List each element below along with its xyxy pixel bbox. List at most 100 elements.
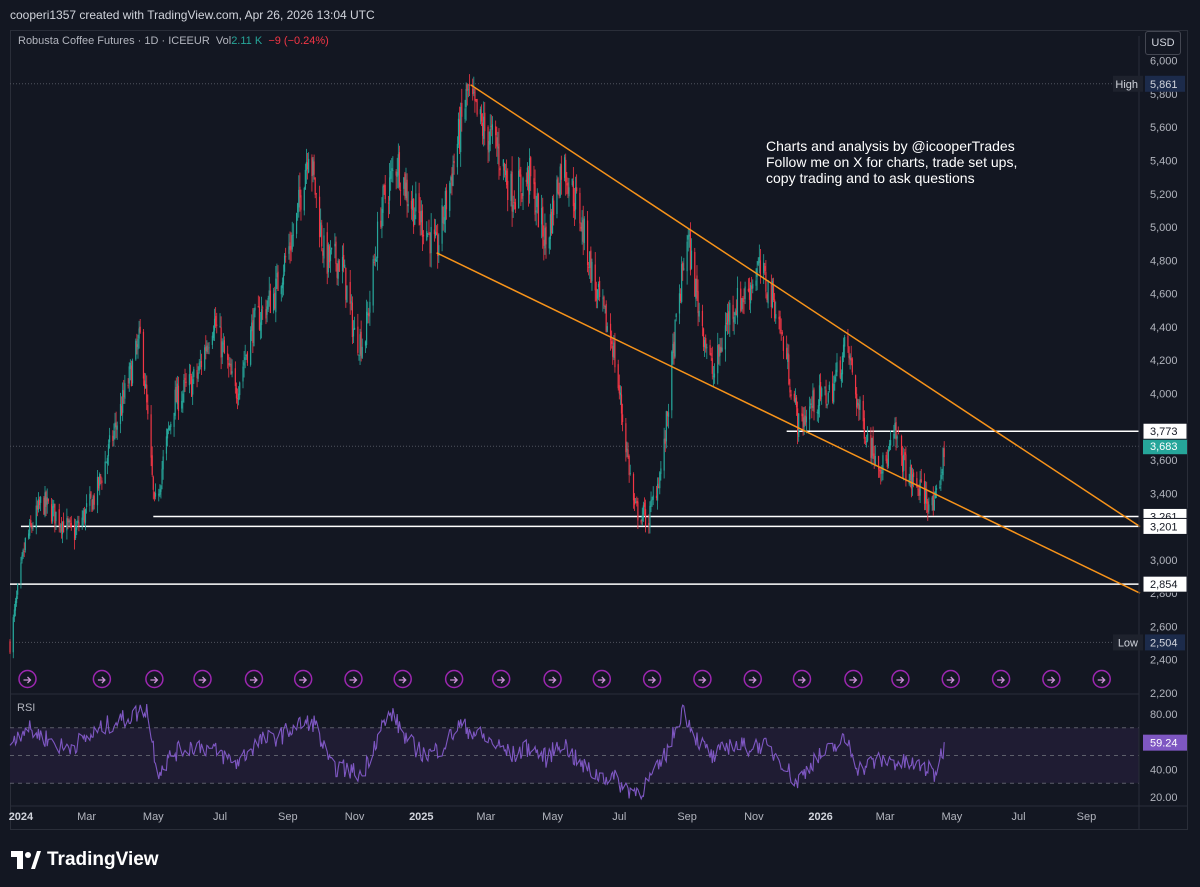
candle-body	[911, 474, 914, 486]
level-tag-text: 3,201	[1150, 521, 1178, 533]
candle-body	[15, 596, 18, 604]
candle-body	[696, 275, 698, 292]
event-marker-arrow	[946, 676, 955, 684]
event-marker-icon	[193, 669, 212, 689]
candle-body	[519, 169, 521, 177]
candle-body	[453, 160, 455, 164]
level-tag	[1142, 517, 1188, 535]
candle-body	[166, 429, 169, 439]
candle-body	[933, 499, 935, 510]
candle-body	[572, 181, 574, 207]
candle-body	[583, 218, 585, 244]
candle-body	[564, 157, 566, 178]
candle-body	[663, 438, 665, 471]
candle-body	[344, 264, 346, 268]
candle-body	[781, 332, 783, 335]
event-marker-icon	[491, 669, 511, 689]
event-marker-arrow	[398, 676, 407, 684]
low-tag-label: Low	[1118, 637, 1138, 649]
candle-body	[782, 336, 784, 351]
candle-body	[352, 328, 355, 337]
candle-body	[902, 455, 904, 472]
candle-body	[40, 497, 42, 503]
candle-body	[304, 169, 306, 190]
candle-body	[720, 346, 722, 353]
candle-body	[246, 352, 248, 363]
candle-body	[656, 483, 659, 501]
analysis-line-2: Follow me on X for charts, trade set ups…	[766, 154, 1018, 170]
candles	[9, 74, 945, 659]
time-tick-label: Nov	[345, 811, 365, 823]
level-tag-text: 2,854	[1150, 579, 1178, 591]
candle-body	[710, 352, 712, 356]
candle-body	[175, 386, 177, 403]
candle-body	[243, 362, 245, 366]
candle-body	[120, 405, 123, 415]
candle-body	[567, 182, 569, 194]
candle-body	[923, 480, 926, 504]
candle-body	[413, 198, 415, 227]
candle-body	[674, 319, 676, 357]
candle-body	[918, 489, 920, 496]
time-tick-label: Sep	[677, 811, 697, 823]
candle-body	[672, 343, 674, 354]
candle-body	[153, 492, 155, 499]
candle-body	[104, 461, 106, 484]
tradingview-logo[interactable]: TradingView	[11, 849, 159, 871]
candle-body	[380, 220, 382, 227]
candle-body	[863, 418, 865, 439]
symbol-legend[interactable]: Robusta Coffee Futures · 1D · ICEEUR Vol…	[18, 35, 329, 47]
candle-body	[266, 306, 268, 315]
candle-body	[421, 210, 424, 237]
candle-body	[61, 522, 64, 535]
candle-body	[27, 533, 30, 538]
candle-body	[521, 193, 523, 199]
price-tick-label: 2,400	[1150, 655, 1178, 667]
candle-body	[296, 212, 298, 234]
high-price-tag	[1145, 75, 1185, 92]
candle-body	[305, 161, 308, 171]
candle-body	[297, 203, 299, 213]
price-change: −9 (−0.24%)	[268, 35, 329, 47]
candle-body	[729, 302, 731, 325]
candle-body	[13, 609, 15, 617]
currency-button[interactable]: USD	[1145, 31, 1181, 55]
candle-body	[387, 202, 390, 204]
candle-body	[798, 413, 800, 438]
time-tick-label: Nov	[744, 811, 764, 823]
trendline	[470, 84, 1141, 528]
candle-body	[285, 256, 287, 258]
candle-body	[599, 280, 601, 298]
candle-body	[765, 271, 767, 292]
candle-body	[234, 368, 236, 387]
candle-body	[323, 235, 325, 259]
candle-body	[811, 405, 813, 408]
candle-body	[744, 286, 746, 300]
candle-body	[461, 102, 463, 117]
chart-credit: cooperi1357 created with TradingView.com…	[10, 8, 375, 22]
candle-body	[721, 347, 723, 352]
candle-body	[82, 510, 84, 521]
candle-body	[129, 363, 131, 369]
event-marker-icon	[642, 669, 662, 689]
candle-body	[596, 289, 599, 299]
candle-body	[216, 324, 218, 326]
candle-body	[373, 262, 375, 263]
candle-body	[160, 485, 162, 492]
candle-body	[734, 312, 736, 316]
price-axis: 2,2002,4002,6002,8003,0003,2003,4003,600…	[1113, 36, 1188, 830]
candle-body	[487, 126, 489, 150]
event-marker-arrow	[896, 676, 905, 684]
candle-body	[343, 255, 345, 267]
candle-body	[37, 499, 40, 510]
candle-body	[54, 503, 56, 524]
candle-body	[810, 403, 812, 406]
symbol-title: Robusta Coffee Futures · 1D · ICEEUR	[18, 35, 210, 47]
candle-body	[484, 112, 486, 132]
time-tick-label: Mar	[476, 811, 495, 823]
price-tick-label: 4,000	[1150, 388, 1178, 400]
candle-body	[254, 307, 256, 311]
candle-body	[406, 179, 408, 203]
high-tag-label: High	[1115, 79, 1138, 91]
